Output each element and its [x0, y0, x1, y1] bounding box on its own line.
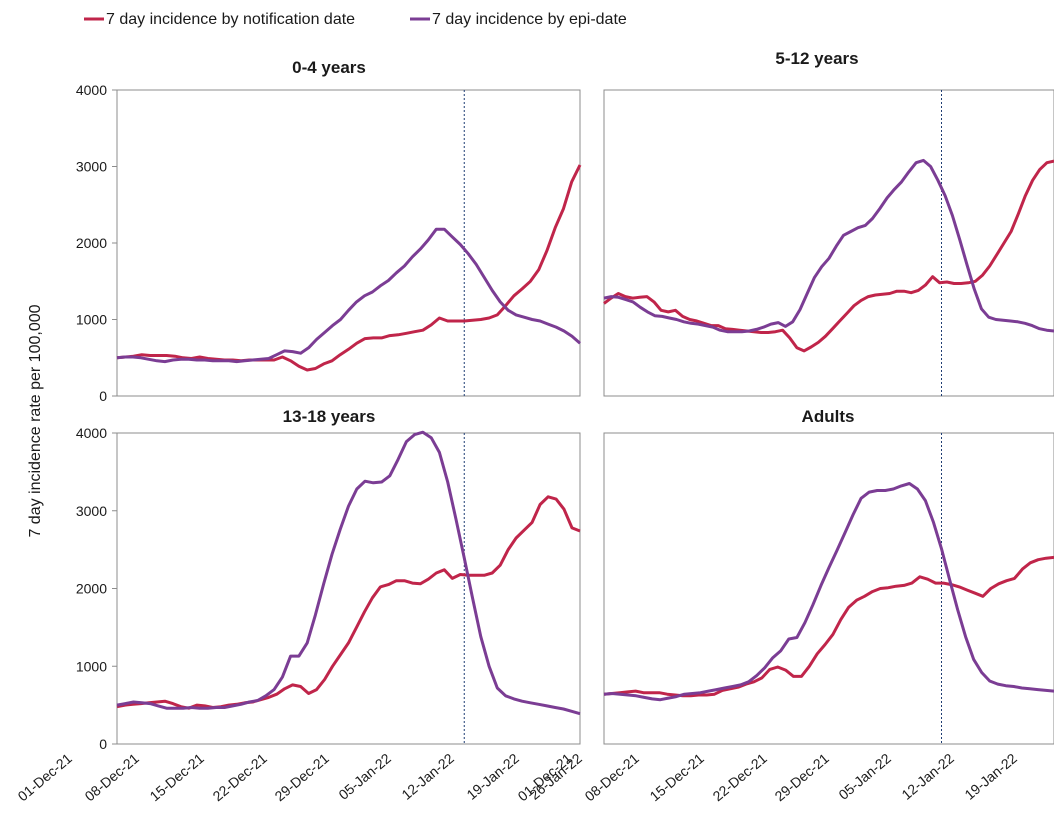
series-line-notification: [116, 495, 581, 710]
legend-label-epi: 7 day incidence by epi-date: [432, 11, 627, 28]
x-tick-label: 22-Dec-21: [710, 750, 771, 804]
x-tick-label: 29-Dec-21: [272, 750, 333, 804]
x-tick-label: 19-Jan-22: [961, 750, 1020, 803]
series-line-epi: [603, 158, 1054, 334]
y-tick-label: 1000: [76, 658, 107, 674]
x-tick-label: 19-Jan-22: [463, 750, 522, 803]
series-line-epi: [603, 482, 1054, 702]
y-tick-label: 0: [99, 736, 107, 752]
y-tick-label: 2000: [76, 581, 107, 597]
panel-title-0-4: 0-4 years: [292, 58, 366, 77]
x-tick-label: 05-Jan-22: [335, 750, 394, 803]
y-tick-label: 0: [99, 388, 107, 404]
x-tick-label: 15-Dec-21: [147, 750, 208, 804]
x-tick-label: 15-Dec-21: [647, 750, 708, 804]
plot-frame: [603, 89, 1054, 397]
x-tick-label: 08-Dec-21: [82, 750, 143, 804]
y-tick-label: 1000: [76, 312, 107, 328]
series-line-epi: [116, 430, 581, 716]
series-line-notification: [116, 164, 582, 372]
series-line-notification: [603, 159, 1054, 353]
x-tick-label: 05-Jan-22: [835, 750, 894, 803]
y-tick-label: 3000: [76, 159, 107, 175]
panel-title-13-18: 13-18 years: [283, 407, 376, 426]
y-tick-label: 4000: [76, 82, 107, 98]
legend-label-notification: 7 day incidence by notification date: [106, 11, 355, 28]
x-tick-label: 22-Dec-21: [210, 750, 271, 804]
x-tick-label: 08-Dec-21: [582, 750, 643, 804]
panel-0-4-years: 0 1000 2000 3000 4000: [76, 82, 582, 404]
panel-title-adults: Adults: [802, 407, 855, 426]
y-tick-label: 4000: [76, 425, 107, 441]
plot-frame: [603, 432, 1054, 745]
legend: 7 day incidence by notification date 7 d…: [84, 11, 627, 28]
series-line-notification: [603, 555, 1054, 698]
x-tick-label: 12-Jan-22: [898, 750, 957, 803]
x-tick-label: 01-Dec-21: [15, 750, 76, 804]
x-tick-label: 29-Dec-21: [772, 750, 833, 804]
y-tick-label: 3000: [76, 503, 107, 519]
panel-adults: 01-Dec-21 08-Dec-21 15-Dec-21 22-Dec-21 29-D…: [515, 432, 1054, 804]
y-axis-label: 7 day incidence rate per 100,000: [27, 304, 44, 537]
x-tick-label: 12-Jan-22: [398, 750, 457, 803]
series-line-epi: [116, 227, 581, 364]
y-tick-label: 2000: [76, 235, 107, 251]
panel-5-12-years: [603, 89, 1054, 397]
panel-13-18-years: 0 1000 2000 3000 4000 01-Dec-21 08-Dec-21 15-De…: [15, 425, 586, 804]
panel-title-5-12: 5-12 years: [775, 49, 858, 68]
